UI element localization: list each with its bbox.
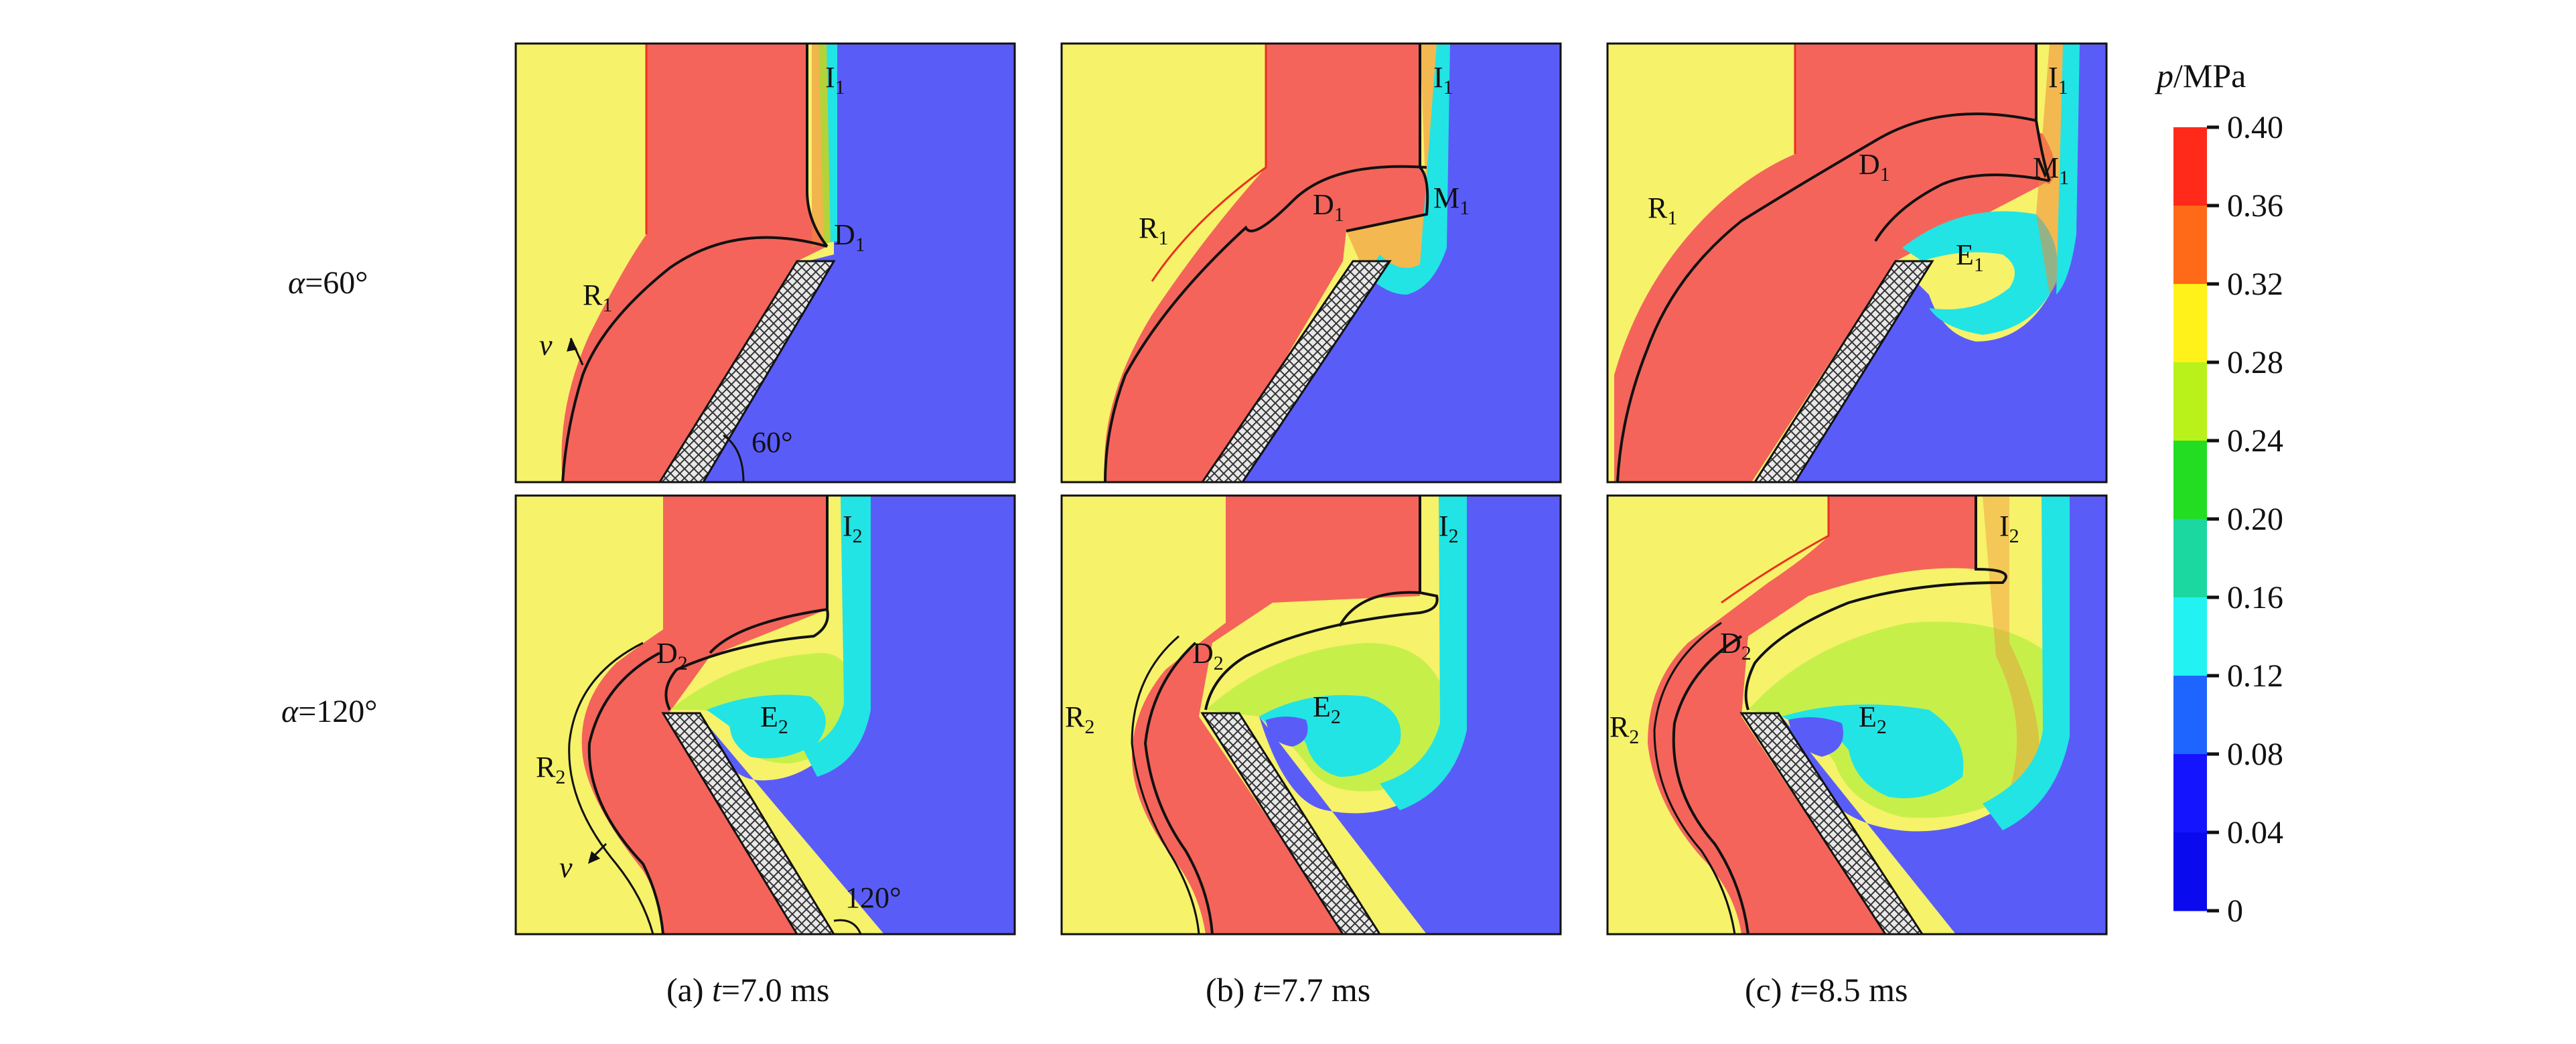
label-r0c2-D: D1 [1859, 148, 1890, 185]
label-r1c1-I: I2 [1439, 510, 1459, 547]
colorbar-tick-label: 0 [2227, 893, 2243, 929]
panel-r1c1 [1062, 496, 1561, 934]
row-label-120: α=120° [281, 694, 377, 729]
colorbar: p/MPa 0.400.360.320.280.240.200.160.120.… [2155, 57, 2283, 929]
label-r1c2-E: E2 [1859, 700, 1887, 738]
velocity-arrowhead-2 [588, 851, 600, 864]
colorbar-tick-label: 0.04 [2227, 815, 2283, 850]
colorbar-band [2173, 127, 2207, 206]
label-r0c1-R: R1 [1139, 212, 1168, 249]
colorbar-ticks: 0.40 0.36 0.32 0.28 0.24 0.20 0.16 0.12 0.08 0.04… [2207, 110, 2283, 929]
colorbar-tick-label: 0.16 [2227, 580, 2283, 615]
colorbar-tick-label: 0.40 [2227, 110, 2283, 145]
colorbar-band [2173, 754, 2207, 833]
label-r0c0-v: v [539, 329, 553, 362]
label-r1c0-I: I2 [843, 510, 863, 547]
colorbar-band [2173, 832, 2207, 911]
label-r1c1-E: E2 [1313, 690, 1341, 728]
colorbar-tick-label: 0.08 [2227, 737, 2283, 772]
label-r0c0-I: I1 [825, 61, 845, 98]
panel-r1c2 [1607, 496, 2106, 934]
panel-r0c1 [1062, 44, 1561, 482]
label-r0c2-E: E1 [1956, 238, 1984, 276]
colorbar-band [2173, 441, 2207, 520]
colorbar-band [2173, 676, 2207, 755]
colorbar-band [2173, 206, 2207, 285]
panel-r0c2 [1607, 44, 2106, 482]
colorbar-bands [2173, 127, 2207, 911]
label-r1c1-R: R2 [1065, 700, 1094, 738]
label-r1c2-R: R2 [1609, 711, 1639, 748]
label-r0c2-I: I1 [2048, 61, 2068, 98]
velocity-arrowhead [567, 338, 577, 352]
colorbar-title: p/MPa [2155, 57, 2246, 94]
label-r0c1-D: D1 [1313, 188, 1344, 226]
label-r1c0-D: D2 [656, 637, 688, 674]
caption-a: (a) t=7.0 ms [666, 971, 829, 1009]
colorbar-band [2173, 519, 2207, 598]
colorbar-band [2173, 362, 2207, 441]
caption-b: (b) t=7.7 ms [1206, 971, 1370, 1009]
colorbar-tick-label: 0.24 [2227, 423, 2283, 459]
colorbar-band [2173, 284, 2207, 363]
colorbar-tick-label: 0.28 [2227, 345, 2283, 380]
panel-r1c0 [516, 496, 1015, 934]
caption-c: (c) t=8.5 ms [1745, 971, 1908, 1009]
colorbar-tick-label: 0.36 [2227, 188, 2283, 224]
label-r0c2-R: R1 [1648, 192, 1677, 229]
label-r1c0-R: R2 [536, 751, 565, 788]
label-r0c0-D: D1 [834, 218, 865, 256]
label-r1c1-D: D2 [1192, 637, 1224, 674]
label-r0c0-R: R1 [583, 279, 612, 316]
label-r1c2-I: I2 [1999, 510, 2019, 547]
label-r1c0-E: E2 [760, 700, 788, 738]
colorbar-tick-label: 0.12 [2227, 658, 2283, 694]
label-r1c0-v: v [559, 851, 573, 884]
colorbar-tick-label: 0.20 [2227, 502, 2283, 537]
colorbar-band [2173, 597, 2207, 676]
panel-r0c0 [516, 44, 1015, 482]
label-r0c0-angle: 60° [752, 426, 793, 459]
row-label-60: α=60° [288, 265, 368, 301]
label-r1c0-angle: 120° [845, 881, 902, 914]
label-r0c2-M: M1 [2033, 151, 2069, 189]
label-r0c1-M: M1 [1433, 181, 1470, 219]
label-r1c2-D: D2 [1720, 627, 1751, 664]
label-r0c1-I: I1 [1433, 61, 1453, 98]
colorbar-tick-label: 0.32 [2227, 267, 2283, 302]
